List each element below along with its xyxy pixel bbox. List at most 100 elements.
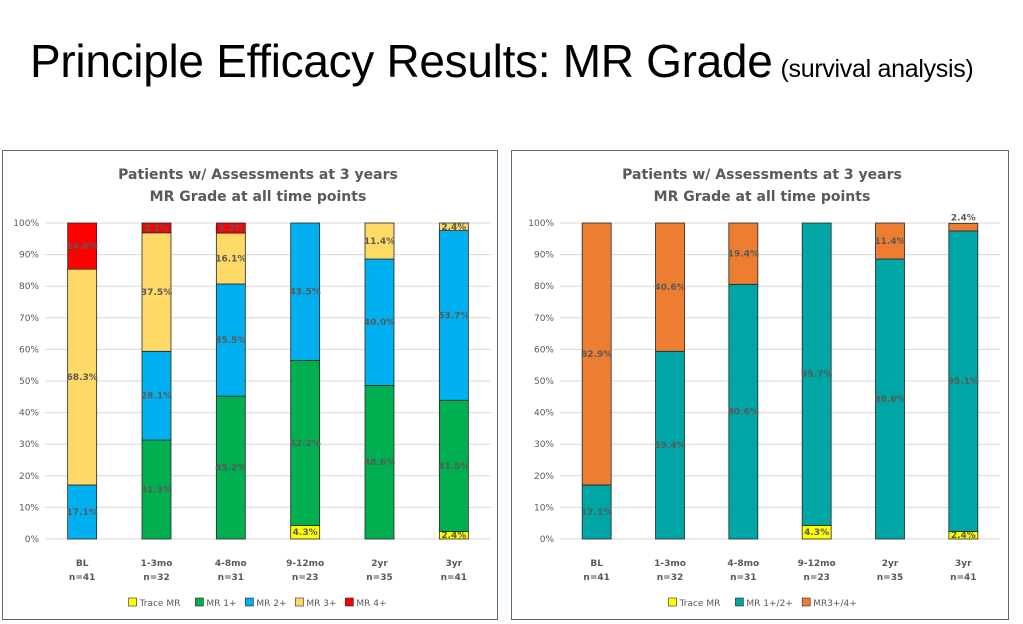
- bar-segment: [438, 222, 469, 231]
- data-label: 2.4%: [441, 223, 466, 233]
- y-tick-label: 10%: [19, 503, 39, 513]
- slide-title: Principle Efficacy Results: MR Grade (sur…: [30, 34, 974, 88]
- legend-entry: Trace MR: [139, 599, 181, 609]
- data-label: 4.3%: [804, 528, 829, 538]
- data-label: 82.9%: [581, 350, 612, 360]
- data-label: 41.5%: [438, 462, 469, 472]
- slide-subtitle: (survival analysis): [780, 55, 974, 83]
- y-tick-label: 40%: [19, 409, 39, 419]
- y-tick-label: 40%: [534, 409, 554, 419]
- y-tick-label: 0%: [25, 535, 40, 545]
- x-category-label: BL: [76, 559, 89, 569]
- mr-grade-chart-grouped: Patients w/ Assessments at 3 years MR Gra…: [528, 167, 1000, 609]
- data-label: 45.2%: [215, 464, 246, 474]
- bar-segment: [364, 385, 395, 540]
- x-category-label: n=35: [366, 573, 392, 583]
- data-label: 17.1%: [67, 508, 98, 518]
- data-label: 43.5%: [290, 288, 321, 298]
- bar-segment: [364, 222, 395, 260]
- bar-segment: [67, 484, 98, 540]
- x-category-label: n=32: [143, 573, 169, 583]
- x-category-label: 3yr: [955, 559, 972, 569]
- data-label: 28.1%: [141, 392, 172, 402]
- slide-title-text: Principle Efficacy Results: MR Grade: [30, 35, 773, 87]
- y-tick-label: 80%: [534, 282, 554, 292]
- y-tick-label: 30%: [19, 440, 39, 450]
- bar-segment: [728, 222, 759, 285]
- data-label: 68.3%: [67, 373, 98, 383]
- bar-segment: [290, 222, 321, 361]
- data-label: 11.4%: [364, 237, 395, 247]
- data-label: 37.5%: [141, 288, 172, 298]
- x-category-label: 1-3mo: [654, 559, 686, 569]
- legend-swatch: [345, 597, 354, 607]
- x-category-label: n=41: [583, 573, 609, 583]
- bar-segment: [801, 222, 832, 526]
- bar-segment: [581, 222, 612, 486]
- legend-swatch: [195, 597, 204, 607]
- y-tick-label: 70%: [534, 314, 554, 324]
- data-label: 95.1%: [948, 377, 979, 387]
- x-category-label: n=41: [441, 573, 467, 583]
- x-category-label: BL: [590, 559, 603, 569]
- bar-segment: [875, 258, 905, 540]
- y-tick-label: 70%: [19, 314, 39, 324]
- y-tick-label: 50%: [19, 377, 39, 387]
- data-label: 2.4%: [951, 531, 976, 541]
- bar-segment: [875, 222, 905, 260]
- data-label: 53.7%: [438, 311, 469, 321]
- y-tick-label: 60%: [19, 345, 39, 355]
- chart-title-line: Patients w/ Assessments at 3 years: [118, 167, 398, 183]
- data-label: 14.6%: [67, 242, 98, 252]
- legend-entry: MR 1+: [206, 599, 236, 609]
- x-category-label: n=35: [877, 573, 903, 583]
- data-label: 48.6%: [364, 458, 395, 468]
- bar-segment: [67, 222, 98, 270]
- data-label: 11.4%: [874, 237, 905, 247]
- legend-entry: MR 3+: [306, 599, 336, 609]
- legend-entry: MR 1+/2+: [746, 599, 792, 609]
- x-category-label: n=23: [292, 573, 318, 583]
- data-label: 52.2%: [290, 439, 321, 449]
- y-tick-label: 10%: [534, 503, 554, 513]
- legend-entry: Trace MR: [679, 599, 721, 609]
- bar-segment: [141, 439, 172, 540]
- data-label: 16.1%: [215, 255, 246, 265]
- y-tick-label: 90%: [534, 251, 554, 261]
- mr-grade-chart-detailed: Patients w/ Assessments at 3 years MR Gra…: [13, 167, 491, 609]
- data-label: 95.7%: [801, 370, 832, 380]
- data-label: 3.1%: [144, 224, 169, 234]
- y-tick-label: 90%: [19, 251, 39, 261]
- chart-panel-left: Patients w/ Assessments at 3 years MR Gra…: [2, 150, 498, 620]
- data-label: 80.6%: [728, 408, 759, 418]
- x-category-label: 4-8mo: [727, 559, 759, 569]
- x-category-label: 9-12mo: [286, 559, 324, 569]
- chart-title-line: MR Grade at all time points: [654, 189, 871, 205]
- bar-segment: [655, 222, 685, 352]
- data-label: 40.6%: [654, 283, 685, 293]
- data-label: 17.1%: [581, 508, 612, 518]
- y-tick-label: 60%: [534, 345, 554, 355]
- bar-segment: [438, 230, 469, 401]
- legend-swatch: [245, 597, 254, 607]
- chart-title-line: Patients w/ Assessments at 3 years: [622, 167, 902, 183]
- y-tick-label: 30%: [534, 440, 554, 450]
- y-tick-label: 20%: [534, 472, 554, 482]
- data-label: 35.5%: [215, 336, 246, 346]
- data-label: 40.0%: [364, 318, 395, 328]
- legend-swatch: [801, 597, 811, 607]
- legend-swatch: [295, 597, 304, 607]
- bar-segment: [141, 350, 172, 441]
- x-category-label: n=31: [730, 573, 756, 583]
- x-category-label: 2yr: [882, 559, 899, 569]
- x-category-label: n=41: [69, 573, 95, 583]
- data-label: 4.3%: [293, 528, 318, 538]
- y-tick-label: 0%: [540, 535, 555, 545]
- x-category-label: 1-3mo: [141, 559, 173, 569]
- y-tick-label: 100%: [13, 219, 39, 229]
- x-category-label: 3yr: [446, 559, 463, 569]
- bar-segment: [215, 222, 246, 234]
- bar-segment: [141, 222, 172, 234]
- x-category-label: n=23: [803, 573, 829, 583]
- legend-entry: MR 2+: [256, 599, 286, 609]
